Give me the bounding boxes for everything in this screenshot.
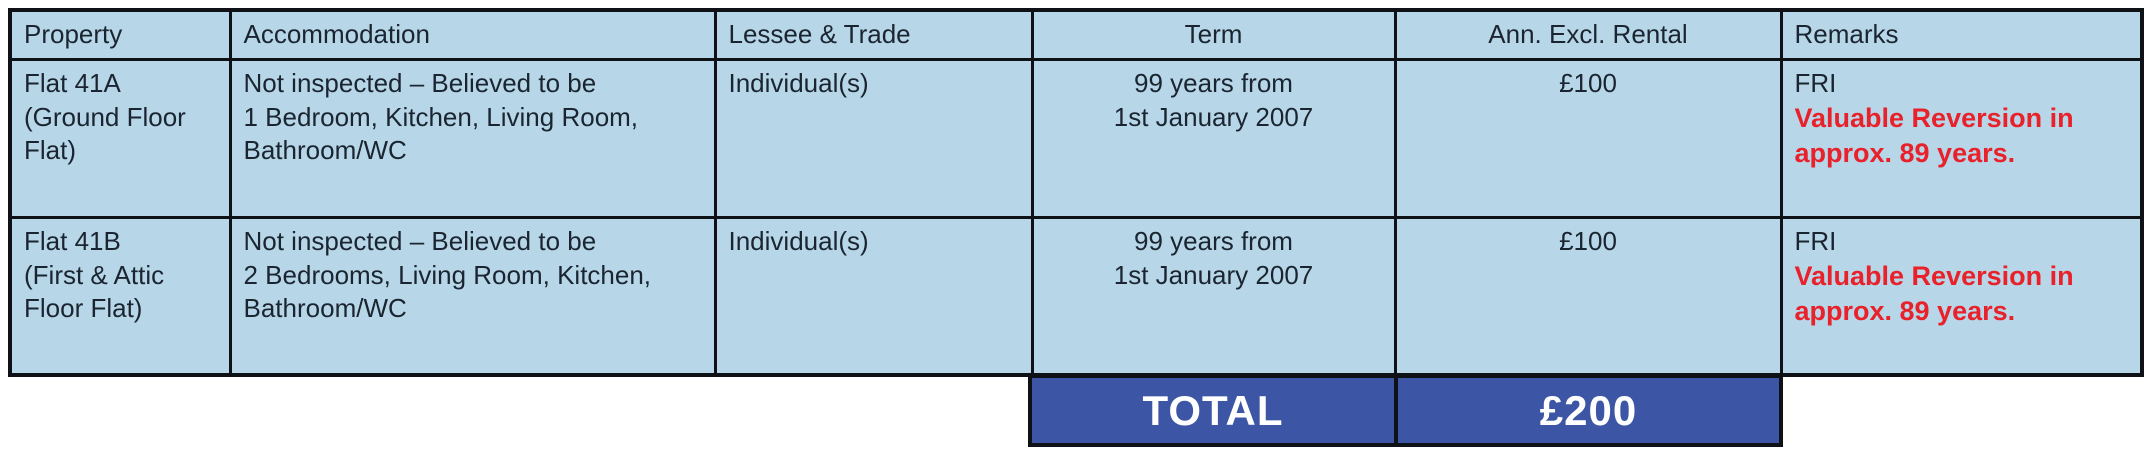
lessee-cell: Individual(s) — [713, 215, 1034, 377]
total-value: £200 — [1539, 386, 1638, 434]
rental-cell: £100 — [1393, 57, 1783, 219]
accommodation-cell: Not inspected – Believed to be 2 Bedroom… — [228, 215, 717, 377]
column-header-property: Property — [8, 8, 232, 61]
term-cell: 99 years from 1st January 2007 — [1030, 57, 1397, 219]
column-header-rental: Ann. Excl. Rental — [1393, 8, 1783, 61]
accommodation-cell: Not inspected – Believed to be 1 Bedroom… — [228, 57, 717, 219]
lessee-cell: Individual(s) — [713, 57, 1034, 219]
remarks-reversion-text: Valuable Reversion in approx. 89 years. — [1794, 260, 2074, 326]
total-label: TOTAL — [1032, 378, 1398, 443]
term-cell: 99 years from 1st January 2007 — [1030, 215, 1397, 377]
remarks-cell: FRI Valuable Reversion in approx. 89 yea… — [1779, 57, 2144, 219]
total-row: TOTAL £200 — [1028, 374, 1783, 447]
column-header-term: Term — [1030, 8, 1397, 61]
tenancy-table: Property Accommodation Lessee & Trade Te… — [8, 8, 2144, 378]
remarks-cell: FRI Valuable Reversion in approx. 89 yea… — [1779, 215, 2144, 377]
column-header-remarks: Remarks — [1779, 8, 2144, 61]
remarks-reversion-text: Valuable Reversion in approx. 89 years. — [1794, 102, 2074, 168]
remarks-fri-text: FRI — [1794, 225, 1837, 256]
table-row-flat-41b: Flat 41B (First & Attic Floor Flat) Not … — [8, 215, 2144, 377]
rental-cell: £100 — [1393, 215, 1783, 377]
column-header-accommodation: Accommodation — [228, 8, 717, 61]
remarks-fri-text: FRI — [1794, 67, 1837, 98]
header-row: Property Accommodation Lessee & Trade Te… — [8, 8, 2144, 61]
property-cell: Flat 41A (Ground Floor Flat) — [8, 57, 232, 219]
column-header-lessee-trade: Lessee & Trade — [713, 8, 1034, 61]
table-row-flat-41a: Flat 41A (Ground Floor Flat) Not inspect… — [8, 57, 2144, 219]
property-cell: Flat 41B (First & Attic Floor Flat) — [8, 215, 232, 377]
